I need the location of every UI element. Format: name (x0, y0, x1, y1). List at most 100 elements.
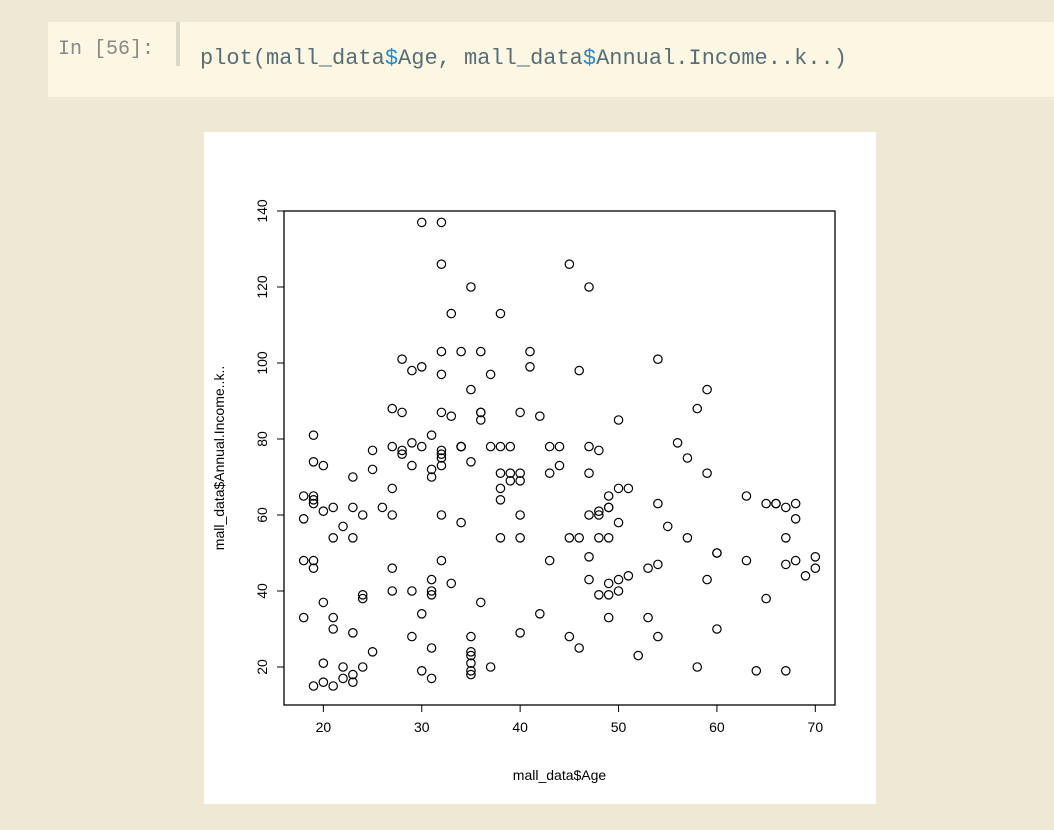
data-point (446, 308, 457, 319)
data-point (653, 354, 663, 364)
cell-prompt: In [56]: (58, 38, 155, 61)
data-point (544, 468, 555, 478)
y-tick-label: 40 (254, 583, 270, 599)
data-point (515, 407, 525, 418)
data-point (515, 532, 525, 543)
data-point (328, 624, 338, 634)
data-point (407, 631, 417, 642)
data-point (603, 578, 614, 589)
data-point (397, 407, 407, 418)
data-point (426, 589, 437, 600)
data-point (328, 681, 338, 691)
data-point (367, 464, 378, 475)
data-point (603, 612, 614, 623)
data-point (318, 658, 329, 668)
data-point (613, 483, 624, 494)
data-point (515, 510, 525, 520)
data-point (466, 650, 476, 661)
x-tick-label: 50 (611, 719, 627, 735)
data-point (761, 498, 771, 509)
data-points (298, 217, 821, 691)
data-point (377, 502, 388, 513)
data-point (525, 362, 535, 372)
data-point (702, 384, 712, 395)
data-point (495, 468, 506, 478)
data-point (662, 521, 673, 532)
data-point (416, 441, 427, 452)
data-point (603, 532, 614, 543)
data-point (466, 658, 476, 668)
data-point (308, 563, 319, 573)
y-tick-label: 120 (254, 275, 270, 299)
data-point (436, 555, 447, 566)
data-point (633, 650, 644, 661)
data-point (594, 445, 604, 456)
data-point (407, 437, 417, 448)
data-point (515, 627, 525, 638)
y-tick-label: 100 (254, 351, 270, 375)
data-point (584, 282, 594, 292)
data-point (456, 346, 466, 357)
data-point (594, 532, 604, 543)
data-point (436, 449, 447, 459)
data-point (594, 506, 604, 516)
data-point (653, 631, 663, 642)
code-cell[interactable] (48, 22, 1054, 97)
x-axis: 20 30 40 50 60 70 (316, 704, 824, 735)
cell-selection-bar (176, 22, 180, 66)
data-point (515, 475, 525, 486)
x-tick-label: 70 (808, 719, 824, 735)
data-point (781, 502, 791, 513)
x-tick-label: 40 (512, 719, 528, 735)
code-dollar: $ (384, 46, 399, 71)
data-point (397, 354, 407, 364)
data-point (505, 468, 516, 478)
data-point (436, 259, 447, 269)
data-point (475, 407, 486, 418)
data-point (426, 472, 437, 482)
y-axis: 20 40 60 80 100 120 140 (254, 199, 285, 675)
data-point (338, 521, 348, 532)
data-point (416, 217, 427, 228)
data-point (357, 593, 368, 604)
data-point (446, 578, 457, 589)
data-point (584, 551, 594, 562)
data-point (436, 407, 447, 418)
data-point (426, 673, 437, 684)
data-point (387, 441, 398, 452)
data-point (348, 627, 358, 638)
data-point (357, 510, 368, 520)
data-point (554, 460, 565, 471)
data-point (535, 608, 545, 619)
data-point (348, 532, 358, 543)
data-point (790, 513, 801, 524)
data-point (436, 460, 447, 471)
data-point (475, 346, 486, 357)
data-point (407, 460, 417, 471)
data-point (554, 441, 565, 452)
data-point (712, 548, 722, 558)
data-point (416, 362, 427, 372)
data-point (682, 453, 693, 463)
data-point (387, 403, 398, 414)
data-point (712, 624, 722, 634)
data-point (318, 506, 329, 516)
y-tick-label: 60 (254, 507, 270, 523)
data-point (603, 589, 614, 600)
data-point (407, 586, 417, 596)
data-point (544, 555, 555, 566)
data-point (436, 445, 447, 456)
y-tick-label: 20 (254, 659, 270, 675)
data-point (318, 597, 329, 608)
y-axis-label: mall_data$Annual.Income..k.. (211, 366, 227, 550)
data-point (692, 403, 703, 414)
data-point (505, 475, 516, 486)
data-point (318, 677, 329, 687)
data-point (643, 563, 653, 573)
code-line[interactable]: plot(mall_data$Age, mall_data$Annual.Inc… (200, 46, 847, 71)
y-tick-label: 140 (254, 199, 270, 223)
data-point (810, 551, 821, 562)
data-point (702, 574, 712, 585)
data-point (466, 456, 476, 467)
data-point (348, 472, 358, 482)
